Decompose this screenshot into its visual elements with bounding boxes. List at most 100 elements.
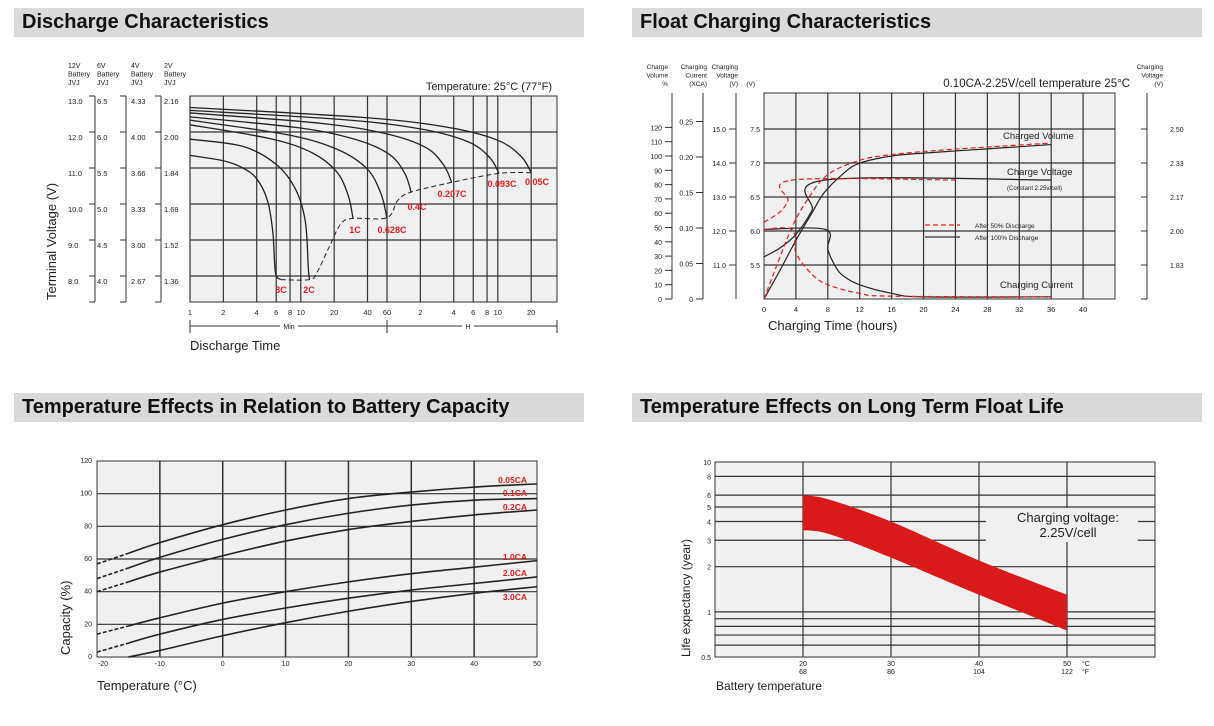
float-curve-charge_voltage_V (763, 177, 1052, 258)
discharge-curve-3C (189, 154, 282, 281)
y-tick-label: 8.0 (68, 277, 78, 286)
float-curve-charged_volume_pct (763, 142, 1052, 300)
axis-header: 12V (68, 63, 81, 70)
x-tick-label-f: 68 (799, 669, 807, 676)
capacity-curve-0.2CA (128, 509, 538, 583)
charge-voltage-label: Charge Voltage (1007, 167, 1073, 178)
rate-label: 0.2CA (503, 502, 527, 512)
axis-header: (XCA) (689, 81, 707, 88)
axis-header: Battery (97, 72, 120, 79)
y-tick-label: 7.5 (750, 127, 760, 134)
x-tick-label: 10 (494, 308, 502, 317)
rate-label: 0.4C (407, 202, 427, 212)
rate-label: 3C (275, 285, 287, 295)
y-tick-label: 12.0 (68, 133, 83, 142)
y-axis-title: Capacity (%) (58, 581, 73, 655)
capacity-curve-extrapolated (96, 552, 129, 565)
x-tick-label: 1 (188, 308, 192, 317)
y-tick-label: 5.0 (97, 205, 107, 214)
y-tick-label: 2.00 (164, 133, 179, 142)
x-tick-label: 20 (345, 661, 353, 668)
capacity-curve-1.0CA (128, 559, 538, 627)
axis-header: 2V (164, 63, 173, 70)
y-tick-label: 0.20 (679, 155, 693, 162)
axis-header: Charging (681, 64, 708, 71)
x-tick-label: 32 (1015, 305, 1023, 314)
charging-condition-annotation: 0.10CA-2.25V/cell temperature 25°C (943, 78, 1130, 90)
x-axis-title: Charging Time (hours) (768, 318, 897, 333)
axis-header: Charging (712, 64, 739, 71)
y-tick-label: 0 (88, 654, 92, 661)
axis-header: JVJ (97, 80, 109, 87)
x-axis-title: Temperature (°C) (97, 678, 197, 693)
rate-label: 2.0CA (503, 568, 527, 578)
y-tick-label: 4 (707, 520, 711, 527)
y-tick-label: 10 (703, 460, 711, 467)
float-curve-charged_volume_pct (763, 143, 1052, 300)
x-tick-label: -10 (155, 661, 165, 668)
y-tick-label: 80 (654, 183, 662, 190)
x-range-label-h: H (465, 324, 470, 331)
x-tick-label: 40 (470, 661, 478, 668)
y-tick-label: 11.0 (68, 169, 82, 178)
y-tick-label: 70 (654, 197, 662, 204)
axis-header: JVJ (68, 80, 80, 87)
charging-voltage-annotation: Charging voltage: (1017, 510, 1119, 525)
y-tick-label: 3.00 (131, 241, 146, 250)
x-tick-label: 28 (983, 305, 991, 314)
capacity-curve-2.0CA (128, 576, 538, 644)
x-tick-label: 16 (887, 305, 895, 314)
x-range-label-min: Min (283, 324, 294, 331)
y-tick-label: 2.50 (1170, 127, 1184, 134)
y-tick-label: 60 (654, 211, 662, 218)
y-tick-label: 8 (707, 474, 711, 481)
x-tick-label-f: 122 (1061, 669, 1073, 676)
axis-header: 6V (97, 63, 106, 70)
y-tick-label: 0.25 (679, 120, 693, 127)
section-header-discharge: Discharge Characteristics (14, 8, 584, 37)
y-tick-label: 2.00 (1170, 229, 1184, 236)
axis-header: (V) (746, 81, 755, 88)
axis-header: Charging (1137, 64, 1164, 71)
capacity-curve-extrapolated (96, 625, 129, 635)
end-voltage-curve (280, 171, 532, 281)
legend-label: After 100% Discharge (975, 235, 1039, 242)
x-tick-label: 0 (762, 305, 766, 314)
y-tick-label: 20 (654, 268, 662, 275)
y-tick-label: 2.33 (1170, 161, 1184, 168)
axis-header: (V) (1154, 81, 1163, 88)
discharge-curve-0.093C (189, 109, 500, 174)
y-tick-label: 80 (84, 523, 92, 530)
y-tick-label: 5.5 (750, 263, 760, 270)
legend-label: After 50% Discharge (975, 223, 1035, 230)
y-axis-title: Terminal Voltage (V) (44, 183, 59, 300)
rate-label: 0.1CA (503, 488, 527, 498)
y-tick-label: 0.5 (701, 655, 711, 662)
x-tick-label: 8 (485, 308, 489, 317)
unit-label-c: °C (1082, 660, 1090, 668)
y-tick-label: 3.66 (131, 169, 146, 178)
y-tick-label: 14.0 (712, 161, 726, 168)
y-tick-label: 30 (654, 254, 662, 261)
capacity-curve-extrapolated (96, 642, 129, 653)
x-tick-label: 40 (363, 308, 371, 317)
section-header-float-life: Temperature Effects on Long Term Float L… (632, 393, 1202, 422)
y-tick-label: 9.0 (68, 241, 78, 250)
y-tick-label: 15.0 (712, 127, 726, 134)
x-tick-label: 10 (282, 661, 290, 668)
x-tick-label-c: 50 (1063, 661, 1071, 668)
x-tick-label: 24 (951, 305, 959, 314)
x-axis-title: Discharge Time (190, 338, 280, 353)
capacity-curve-extrapolated (96, 581, 129, 593)
y-tick-label: 4.00 (131, 133, 146, 142)
y-tick-label: 100 (80, 491, 92, 498)
axis-header: Battery (164, 72, 187, 79)
y-tick-label: 2 (707, 565, 711, 572)
discharge-curve-2C (189, 138, 311, 280)
axis-header: Battery (68, 72, 91, 79)
rate-label: 0.05C (525, 177, 550, 187)
discharge-curve-0.4C (189, 116, 412, 193)
y-tick-label: 4.5 (97, 241, 107, 250)
y-tick-label: 5 (707, 505, 711, 512)
life-expectancy-band (803, 495, 1067, 631)
